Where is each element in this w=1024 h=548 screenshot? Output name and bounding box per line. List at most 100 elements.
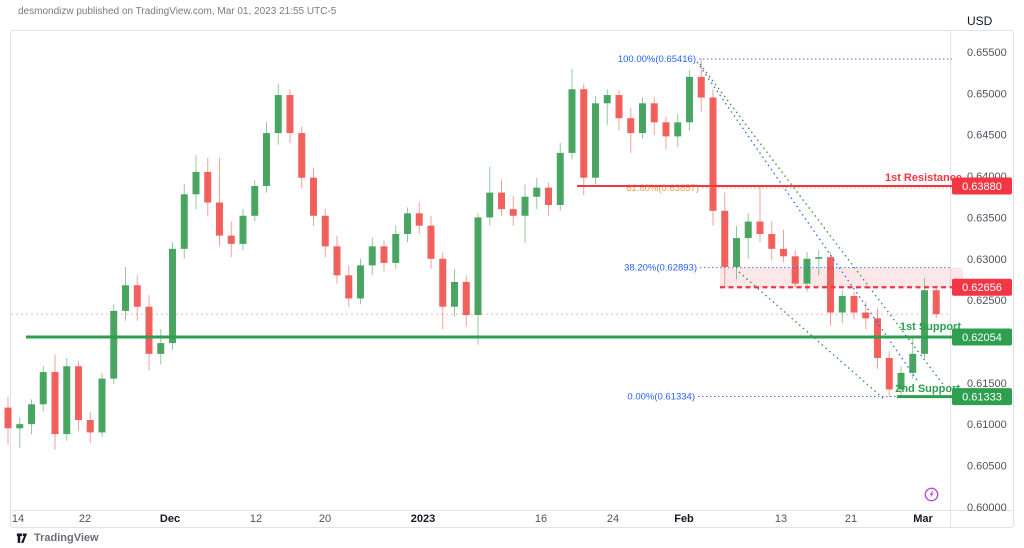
candle (733, 238, 740, 268)
candle (932, 290, 940, 315)
candle (827, 257, 834, 313)
currency-label: USD (967, 14, 993, 28)
price-axis-label[interactable]: 0.63500 (967, 212, 1007, 224)
candle (345, 275, 353, 299)
fib-level-label: 38.20%(0.62893) (624, 263, 697, 274)
candle (380, 246, 388, 263)
candle (404, 213, 411, 234)
candle (392, 233, 400, 263)
candle (86, 420, 94, 433)
candle (756, 221, 764, 234)
attribution-text: desmondizw published on TradingView.com,… (18, 6, 337, 17)
time-axis-label[interactable]: 2023 (411, 513, 435, 525)
tradingview-logo-icon (16, 533, 28, 543)
candle (110, 310, 118, 379)
price-badge (952, 177, 1012, 195)
time-axis-label[interactable]: Dec (160, 513, 180, 525)
candle (486, 192, 494, 218)
candle (251, 186, 259, 216)
price-badge (952, 388, 1012, 406)
support-2-label: 2nd Support (895, 383, 960, 395)
descending-trendline-upper[interactable] (699, 63, 946, 388)
candle (357, 265, 364, 299)
candle (815, 257, 823, 259)
supply-zone (720, 267, 963, 288)
price-axis-label[interactable]: 0.64500 (967, 130, 1007, 142)
tradingview-logo-text: TradingView (34, 532, 99, 544)
price-axis-label[interactable]: 0.65500 (967, 47, 1007, 59)
candle (662, 122, 670, 137)
candle (216, 202, 223, 236)
candle (521, 196, 529, 216)
price-axis-label[interactable]: 0.62500 (967, 295, 1007, 307)
candle (286, 95, 294, 134)
time-axis-label[interactable]: Feb (674, 513, 694, 525)
candle (744, 221, 752, 239)
candle (227, 235, 235, 244)
price-axis-label[interactable]: 0.63000 (967, 254, 1007, 266)
time-axis-label[interactable]: 22 (79, 513, 91, 525)
chart-frame (10, 30, 1014, 528)
candle (310, 177, 317, 216)
candle (274, 95, 282, 134)
candle (298, 133, 306, 178)
candle (568, 89, 576, 153)
candle (263, 133, 270, 186)
candle (145, 306, 153, 354)
candle (63, 366, 71, 435)
idea-marker[interactable] (924, 487, 939, 502)
price-axis-label[interactable]: 0.60500 (967, 460, 1007, 472)
candle (427, 225, 435, 259)
time-axis-label[interactable]: 21 (845, 513, 857, 525)
candle (192, 171, 200, 195)
fib-level-label: 61.80%(0.63857) (626, 183, 699, 194)
price-axis-label[interactable]: 0.61500 (967, 378, 1007, 390)
time-axis-label[interactable]: 13 (775, 513, 787, 525)
candle (204, 171, 212, 203)
candle (157, 343, 165, 354)
time-axis-label[interactable]: 12 (250, 513, 262, 525)
price-axis-label[interactable]: 0.60000 (967, 502, 1007, 514)
candle (803, 258, 811, 284)
candle (321, 215, 329, 247)
price-badge-text: 0.62054 (962, 332, 1002, 344)
candle (897, 372, 905, 390)
candle (556, 152, 564, 206)
candle (674, 122, 682, 137)
price-badge (952, 278, 1012, 296)
candle (650, 103, 658, 123)
candle (122, 285, 129, 311)
candle (791, 256, 799, 284)
candle (39, 372, 47, 405)
time-axis-label[interactable]: 24 (607, 513, 619, 525)
fib-level-label: 100.00%(0.65416) (618, 54, 696, 65)
candle (885, 357, 893, 390)
candle (838, 295, 846, 313)
candle (580, 89, 588, 178)
time-axis-label[interactable]: 20 (319, 513, 331, 525)
candle (909, 353, 917, 373)
candle (697, 76, 705, 98)
time-axis-label[interactable]: 14 (12, 513, 24, 525)
candle (509, 209, 517, 216)
candle (615, 95, 623, 119)
candle (75, 366, 82, 421)
candle (169, 248, 176, 344)
candle (51, 372, 59, 435)
candle (603, 95, 611, 104)
lightning-icon (924, 487, 939, 502)
candle (368, 246, 376, 266)
candle (709, 97, 717, 211)
candle (439, 258, 447, 307)
candle (98, 378, 106, 433)
tradingview-attribution[interactable]: TradingView (16, 531, 99, 545)
time-axis-label[interactable]: 16 (535, 513, 547, 525)
candle (16, 424, 24, 429)
price-axis-label[interactable]: 0.65000 (967, 88, 1007, 100)
price-axis-label[interactable]: 0.61000 (967, 419, 1007, 431)
time-axis-label[interactable]: Mar (913, 513, 933, 525)
price-badge (952, 328, 1012, 346)
candle (333, 246, 341, 276)
candle (498, 192, 505, 210)
